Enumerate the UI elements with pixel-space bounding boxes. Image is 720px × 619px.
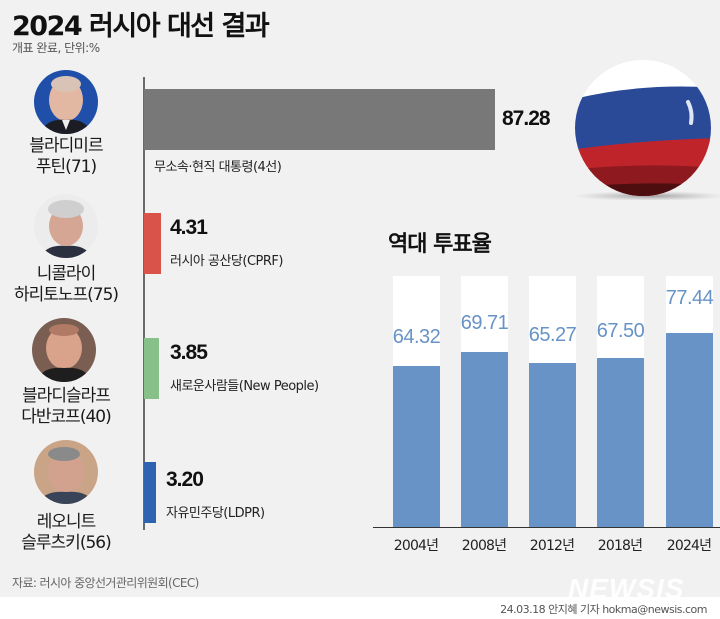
turnout-bar-fill: [597, 358, 644, 527]
author-credit: 24.03.18 안지혜 기자 hokma@newsis.com: [500, 603, 707, 616]
result-bar-kharitonov: [144, 213, 161, 274]
turnout-column-2024: 77.44: [666, 276, 714, 527]
turnout-column-2018: 67.50: [597, 276, 645, 527]
candidate-name-line1: 블라디미르: [29, 136, 103, 156]
turnout-column-2008: 69.71: [461, 276, 509, 527]
turnout-value: 64.32: [392, 326, 441, 348]
year-label-2012: 2012년: [529, 538, 575, 554]
candidate-name-davankov: 블라디슬라프 다반코프(40): [1, 386, 131, 428]
party-label-kharitonov: 러시아 공산당(CPRF): [170, 254, 283, 269]
candidate-name-line2: 하리토노프(75): [13, 285, 119, 305]
page-title: 2024 러시아 대선 결과: [12, 11, 270, 42]
turnout-value: 67.50: [596, 320, 645, 342]
turnout-value: 65.27: [528, 324, 577, 346]
turnout-column-2004: 64.32: [393, 276, 441, 527]
turnout-value: 69.71: [460, 312, 509, 334]
turnout-chart-title: 역대 투표율: [388, 232, 492, 257]
candidate-name-slutsky: 레오니트 슬루츠키(56): [1, 512, 131, 554]
result-value-slutsky: 3.20: [166, 468, 204, 491]
result-value-putin: 87.28: [502, 107, 551, 130]
candidate-name-line1: 니콜라이: [36, 264, 97, 284]
turnout-bar-fill: [393, 366, 440, 527]
russia-flag-ball-icon: [560, 50, 720, 201]
candidate-name-line2: 다반코프(40): [21, 407, 111, 427]
candidate-name-line1: 레오니트: [36, 512, 97, 532]
turnout-value: 77.44: [665, 287, 714, 309]
year-label-2024: 2024년: [666, 538, 712, 554]
result-value-kharitonov: 4.31: [170, 216, 208, 239]
avatar-kharitonov: [34, 194, 98, 258]
turnout-baseline: [373, 527, 720, 528]
source-note: 자료: 러시아 중앙선거관리위원회(CEC): [12, 576, 199, 590]
results-axis-line: [143, 77, 145, 530]
party-label-putin: 무소속·현직 대통령(4선): [154, 160, 282, 175]
turnout-bar-fill: [529, 363, 576, 527]
turnout-bar-fill: [666, 333, 713, 527]
year-label-2018: 2018년: [597, 538, 643, 554]
year-label-2008: 2008년: [461, 538, 507, 554]
party-label-davankov: 새로운사람들(New People): [170, 379, 319, 394]
candidate-name-line2: 슬루츠키(56): [21, 533, 111, 553]
footer-strip: [0, 597, 720, 619]
avatar-putin: [34, 70, 98, 134]
turnout-bar-fill: [461, 352, 508, 527]
result-bar-slutsky: [144, 462, 156, 523]
result-value-davankov: 3.85: [170, 341, 208, 364]
turnout-column-2012: 65.27: [529, 276, 577, 527]
candidate-name-line1: 블라디슬라프: [22, 386, 111, 406]
candidate-name-putin: 블라디미르 푸틴(71): [1, 136, 131, 178]
year-label-2004: 2004년: [393, 538, 439, 554]
result-bar-putin: [144, 89, 495, 150]
candidate-name-line2: 푸틴(71): [35, 157, 97, 177]
result-bar-davankov: [144, 338, 159, 399]
avatar-slutsky: [34, 440, 98, 504]
candidate-name-kharitonov: 니콜라이 하리토노프(75): [1, 264, 131, 306]
page-subtitle: 개표 완료, 단위:%: [12, 41, 100, 55]
party-label-slutsky: 자유민주당(LDPR): [166, 506, 265, 521]
avatar-davankov: [32, 318, 96, 382]
